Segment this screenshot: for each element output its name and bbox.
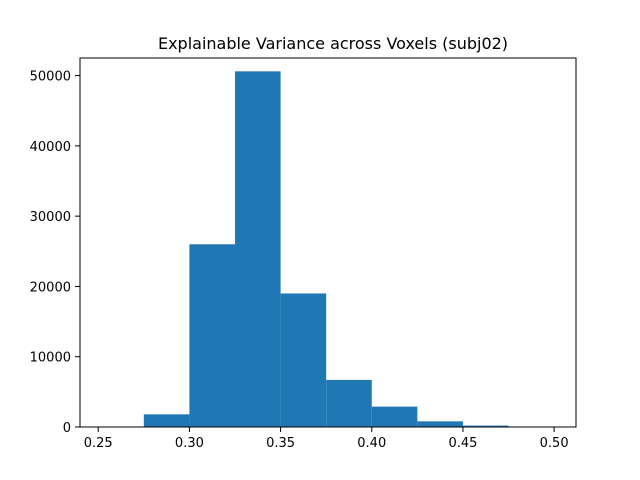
histogram-bar-4 bbox=[280, 293, 327, 427]
x-tick-label-3: 0.40 bbox=[357, 436, 386, 451]
plot-frame bbox=[79, 57, 577, 428]
histogram-bar-1 bbox=[143, 414, 190, 427]
histogram-bar-5 bbox=[326, 379, 372, 427]
x-tick-label-1: 0.30 bbox=[175, 436, 204, 451]
chart-title: Explainable Variance across Voxels (subj… bbox=[158, 34, 508, 53]
axes-layer bbox=[79, 57, 577, 428]
y-tick-label-5: 50000 bbox=[30, 70, 71, 85]
x-tick-label-5: 0.50 bbox=[540, 436, 569, 451]
x-tick-label-4: 0.45 bbox=[448, 436, 477, 451]
histogram-bar-8 bbox=[462, 425, 509, 427]
bars-layer bbox=[143, 71, 555, 427]
histogram-bar-3 bbox=[235, 71, 281, 427]
y-tick-label-2: 20000 bbox=[30, 280, 71, 295]
histogram-bar-2 bbox=[189, 244, 235, 427]
ticks-layer: 0.25 0.30 0.35 0.40 0.45 0.50 0 10000 20000 30000… bbox=[30, 70, 569, 451]
histogram-bar-6 bbox=[371, 406, 418, 427]
x-tick-label-0: 0.25 bbox=[84, 436, 113, 451]
histogram-bar-7 bbox=[417, 421, 463, 427]
y-tick-label-1: 10000 bbox=[30, 351, 71, 366]
y-tick-label-4: 40000 bbox=[30, 140, 71, 155]
y-tick-label-0: 0 bbox=[63, 421, 71, 436]
x-tick-label-2: 0.35 bbox=[266, 436, 295, 451]
y-tick-label-3: 30000 bbox=[30, 210, 71, 225]
